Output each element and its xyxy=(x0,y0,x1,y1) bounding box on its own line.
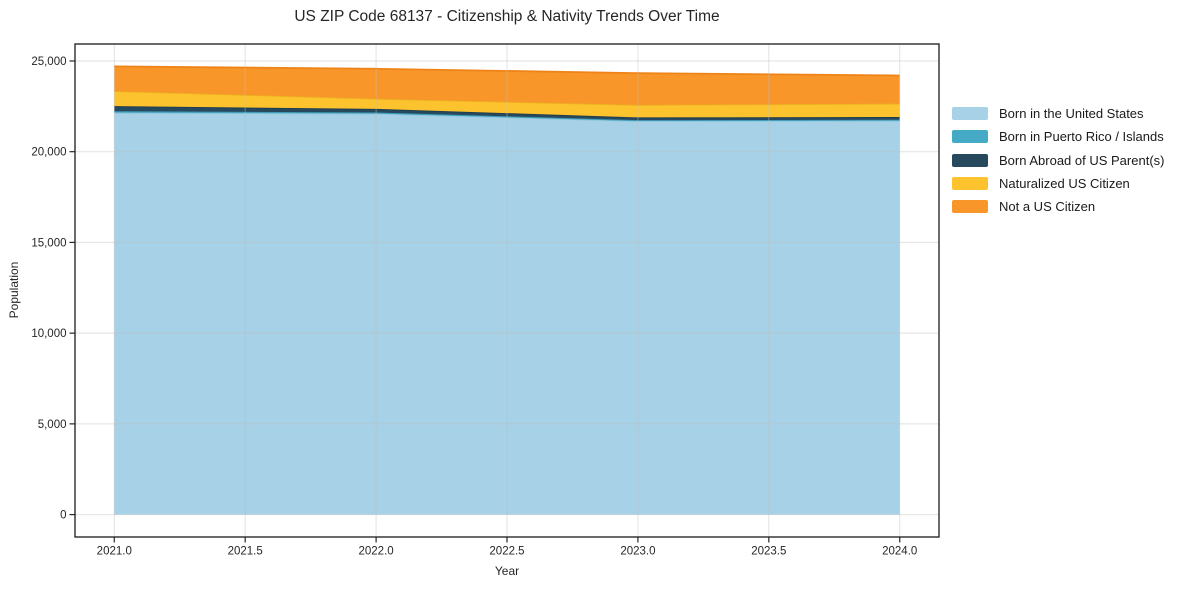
x-tick-label: 2023.0 xyxy=(620,546,655,558)
legend-label: Naturalized US Citizen xyxy=(999,176,1130,192)
legend-swatch xyxy=(952,177,988,191)
y-tick-label: 25,000 xyxy=(31,56,66,68)
legend-label: Not a US Citizen xyxy=(999,199,1096,215)
x-tick-label: 2022.5 xyxy=(489,546,524,558)
legend-item-3: Naturalized US Citizen xyxy=(952,172,1164,195)
legend-swatch xyxy=(952,107,988,121)
x-tick-label: 2024.0 xyxy=(882,546,917,558)
y-tick-label: 10,000 xyxy=(31,328,66,340)
chart-title: US ZIP Code 68137 - Citizenship & Nativi… xyxy=(294,8,720,25)
legend-label: Born in the United States xyxy=(999,106,1144,122)
legend-label: Born Abroad of US Parent(s) xyxy=(999,152,1165,168)
y-axis-label: Population xyxy=(7,261,21,319)
legend-swatch xyxy=(952,200,988,214)
y-tick-label: 5,000 xyxy=(38,419,67,431)
area-edge-1 xyxy=(114,110,900,122)
legend-item-2: Born Abroad of US Parent(s) xyxy=(952,149,1164,172)
area-edge-4 xyxy=(114,65,900,77)
y-tick-label: 20,000 xyxy=(31,147,66,159)
legend-item-4: Not a US Citizen xyxy=(952,195,1164,218)
area-layer-4 xyxy=(114,66,900,105)
legend-item-1: Born in Puerto Rico / Islands xyxy=(952,125,1164,148)
y-tick-label: 0 xyxy=(60,510,66,522)
x-axis-label: Year xyxy=(494,564,520,578)
area-layer-0 xyxy=(114,112,900,515)
legend-label: Born in Puerto Rico / Islands xyxy=(999,129,1164,145)
legend-swatch xyxy=(952,130,988,144)
x-tick-label: 2021.5 xyxy=(228,546,263,558)
x-tick-label: 2023.5 xyxy=(751,546,786,558)
legend-swatch xyxy=(952,153,988,167)
legend: Born in the United States Born in Puerto … xyxy=(952,102,1164,218)
x-tick-label: 2022.0 xyxy=(358,546,393,558)
x-tick-label: 2021.0 xyxy=(97,546,132,558)
area-layer-2 xyxy=(114,106,900,121)
legend-item-0: Born in the United States xyxy=(952,102,1164,125)
y-tick-label: 15,000 xyxy=(31,237,66,249)
